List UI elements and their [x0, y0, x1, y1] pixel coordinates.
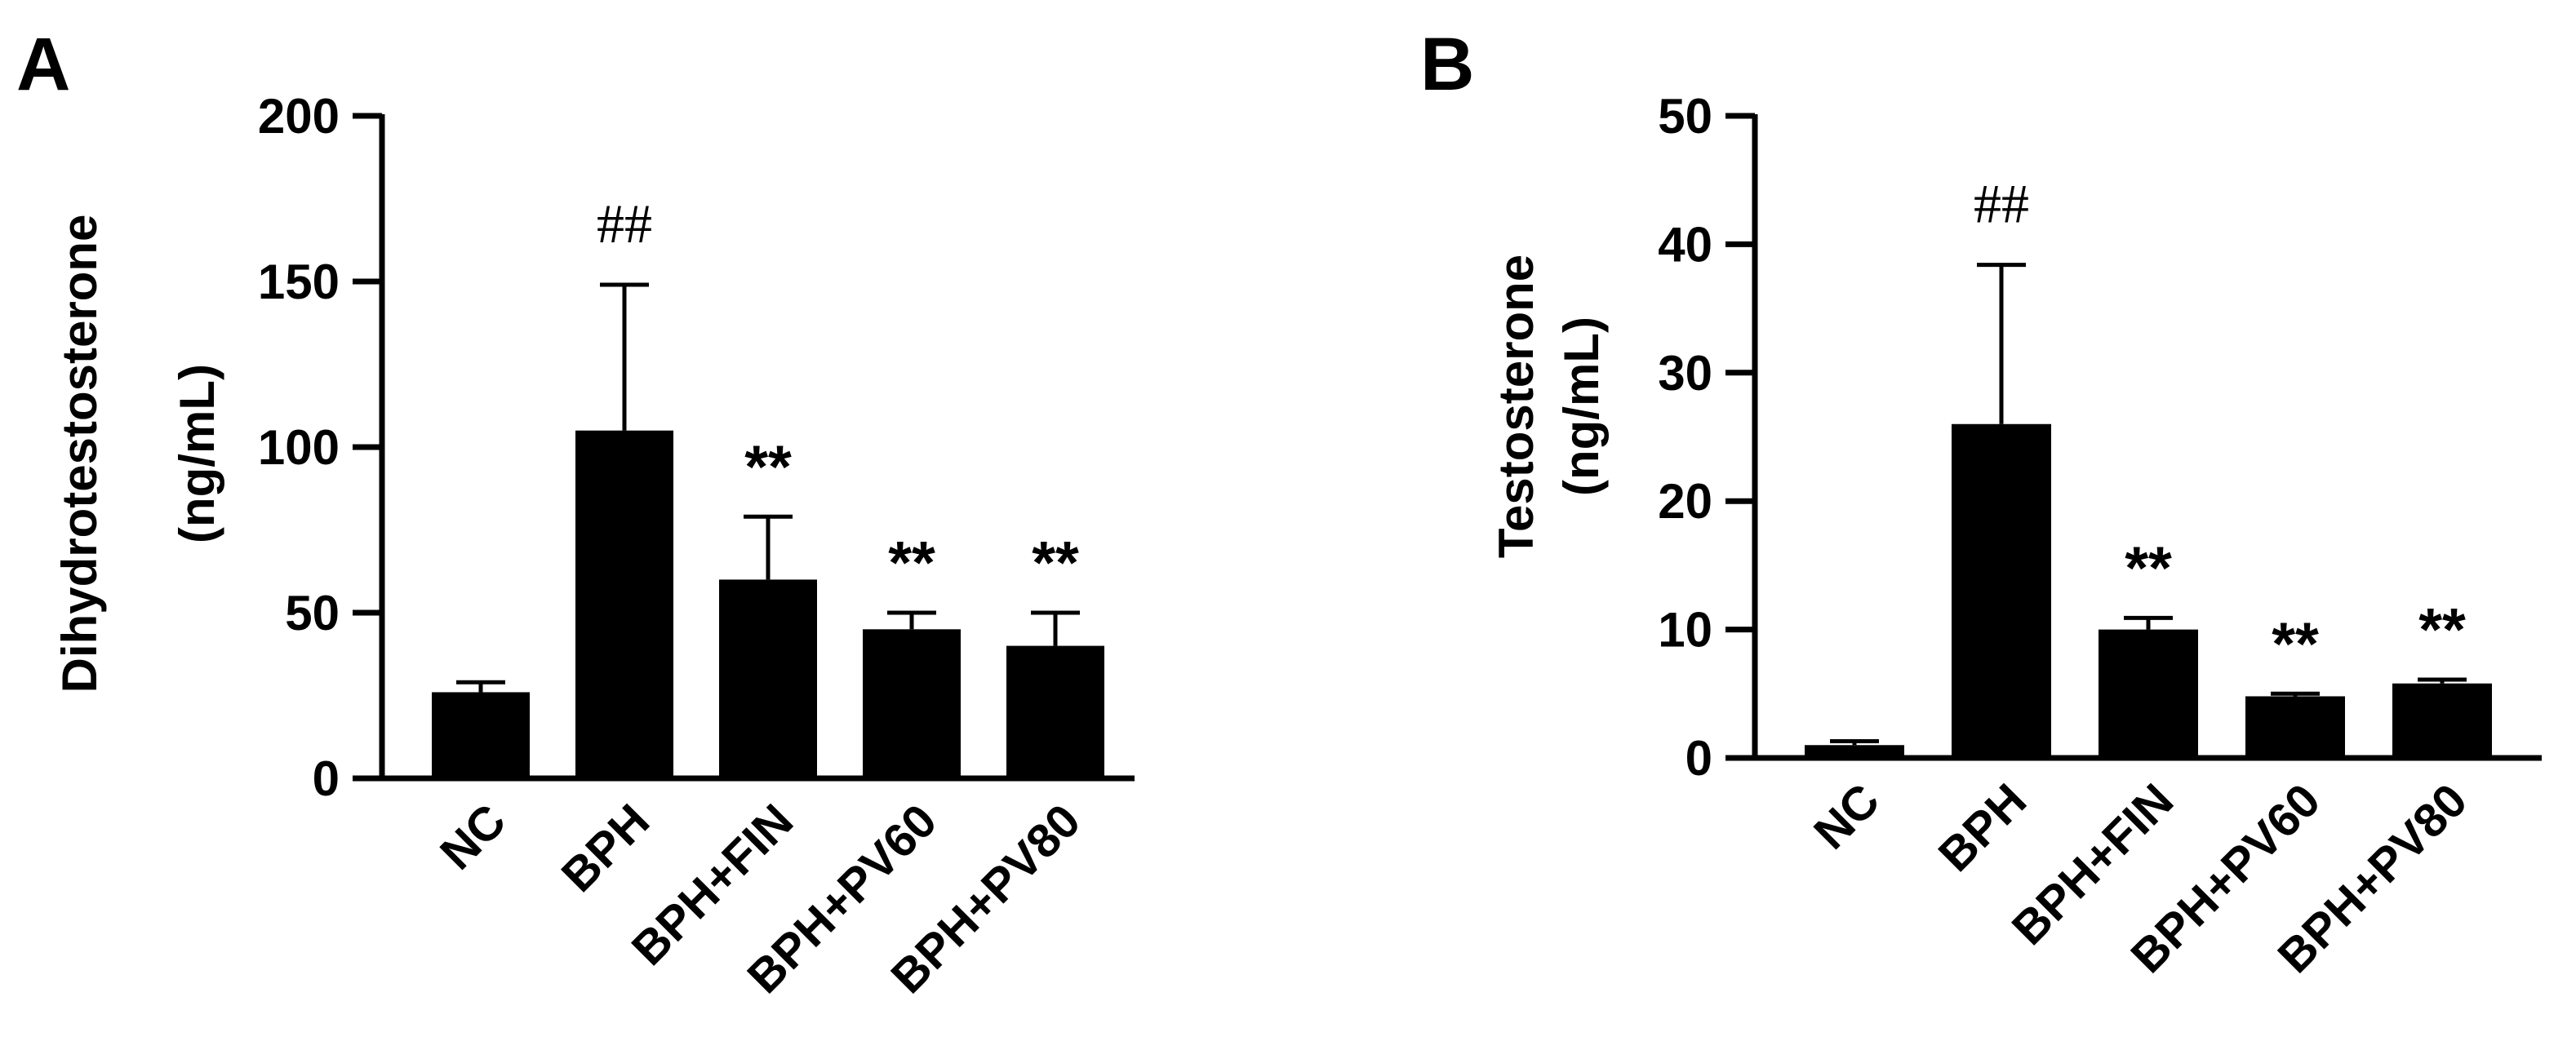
panel-b-category-label: BPH	[1929, 773, 2037, 882]
panel-a-bar	[575, 430, 673, 778]
panel-a-plot: 050100150200NC##BPH**BPH+FIN**BPH+PV60**…	[258, 89, 1135, 1004]
panel-b-y-tick-label: 30	[1658, 346, 1712, 401]
panel-a-y-tick-label: 150	[258, 255, 340, 309]
panel-b-bar	[2392, 683, 2492, 758]
panel-b-y-tick-label: 0	[1686, 731, 1712, 786]
panel-b-letter: B	[1420, 23, 1474, 106]
panel-a-significance-stars: **	[888, 529, 935, 596]
panel-a-ylabel-line2: (ng/mL)	[170, 364, 224, 543]
panel-b-plot: 01020304050NC##BPH**BPH+FIN**BPH+PV60**B…	[1658, 89, 2542, 983]
panel-a-category-label: NC	[430, 794, 516, 880]
panel-a-y-tick-label: 50	[285, 586, 340, 640]
panel-b-bar	[2099, 629, 2198, 758]
panel-b-bar	[1952, 423, 2051, 758]
panel-b-y-tick-label: 50	[1658, 89, 1712, 144]
panel-a-bar	[863, 629, 961, 778]
panel-b-significance-stars: **	[2418, 596, 2466, 663]
panel-b: B Testosterone (ng/mL) 0 10 20 30 40 50 NC ## BP…	[1420, 23, 2542, 983]
panel-a-bar	[719, 579, 817, 778]
panel-a-bar	[432, 692, 530, 778]
panel-a-y-tick-label: 200	[258, 89, 340, 144]
panel-a-category-label: BPH	[552, 794, 660, 902]
panel-a-ylabel-line1: Dihydrotestosterone	[52, 215, 107, 693]
panel-b-y-tick-label: 40	[1658, 217, 1712, 272]
panel-b-y-tick-label: 20	[1658, 474, 1712, 529]
panel-a-y-tick-label: 100	[258, 420, 340, 475]
panel-a-letter: A	[16, 23, 70, 106]
panel-a-significance-stars: **	[744, 432, 792, 500]
panel-a-significance-hash: ##	[597, 193, 652, 255]
panel-b-ylabel-line2: (ng/mL)	[1554, 317, 1609, 496]
panel-b-ylabel-line1: Testosterone	[1489, 255, 1543, 558]
panel-b-bar	[1805, 745, 1904, 758]
panel-b-category-label: NC	[1804, 773, 1890, 859]
panel-a: A Dihydrotestosterone (ng/mL) 0 50 100 150 2…	[16, 23, 1135, 1004]
panel-a-bar	[1006, 645, 1104, 778]
panel-b-bar	[2245, 696, 2345, 758]
panel-b-significance-hash: ##	[1974, 173, 2029, 235]
panel-b-significance-stars: **	[2125, 534, 2172, 601]
panel-a-significance-stars: **	[1032, 529, 1079, 596]
panel-b-y-tick-label: 10	[1658, 603, 1712, 658]
panel-a-y-tick-label: 0	[313, 751, 340, 806]
panel-b-significance-stars: **	[2272, 609, 2319, 677]
